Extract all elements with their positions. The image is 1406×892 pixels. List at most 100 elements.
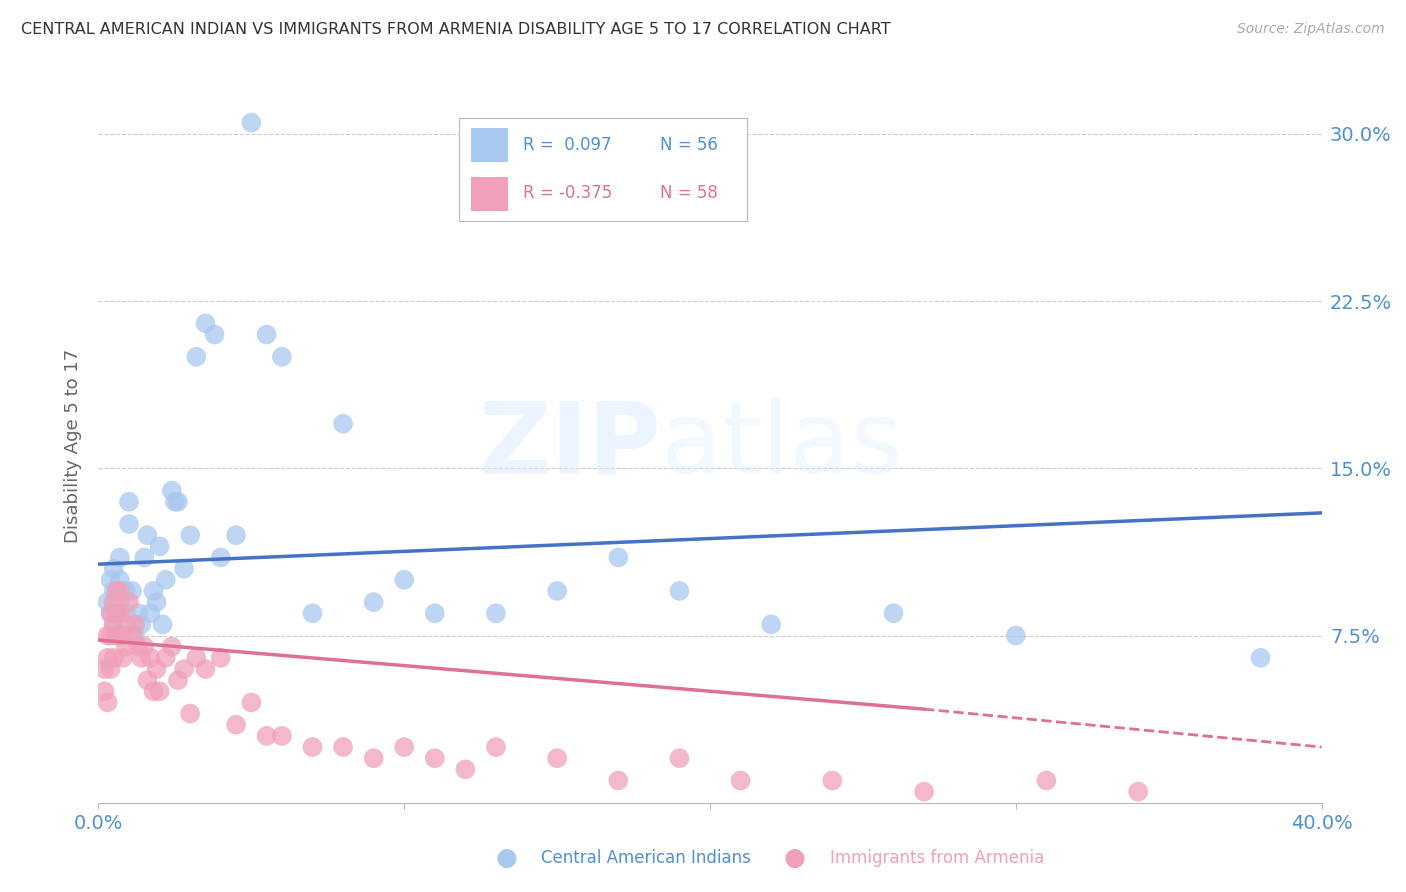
Point	[127, 640, 149, 654]
Point	[155, 573, 177, 587]
Point	[111, 651, 134, 665]
Point	[134, 640, 156, 654]
Point	[103, 617, 125, 632]
Point	[240, 696, 263, 710]
Point	[607, 773, 630, 788]
Point	[142, 684, 165, 698]
Point	[124, 628, 146, 642]
Point	[256, 729, 278, 743]
Point	[186, 651, 208, 665]
Point	[100, 628, 122, 642]
Text: Immigrants from Armenia: Immigrants from Armenia	[830, 849, 1043, 867]
Point	[423, 751, 446, 765]
Point	[118, 595, 141, 609]
Point	[118, 494, 141, 508]
Point	[179, 528, 201, 542]
Point	[105, 607, 128, 621]
Text: atlas: atlas	[661, 398, 903, 494]
Point	[332, 417, 354, 431]
Point	[108, 607, 131, 621]
Point	[145, 595, 167, 609]
Point	[546, 583, 568, 598]
Point	[270, 350, 292, 364]
Point	[759, 617, 782, 632]
Point	[124, 617, 146, 632]
Point	[270, 729, 292, 743]
Point	[93, 684, 115, 698]
Point	[301, 607, 323, 621]
Point	[668, 583, 690, 598]
Point	[121, 628, 143, 642]
Point	[392, 740, 416, 755]
Point	[136, 673, 159, 687]
Point	[194, 317, 217, 331]
Point	[105, 628, 128, 642]
Point	[173, 662, 195, 676]
Point	[139, 607, 162, 621]
Point	[115, 640, 138, 654]
Point	[139, 651, 162, 665]
Point	[129, 617, 152, 632]
Point	[152, 617, 174, 632]
Point	[111, 628, 134, 642]
Text: Central American Indians: Central American Indians	[541, 849, 751, 867]
Point	[142, 583, 165, 598]
Point	[883, 607, 905, 621]
Point	[209, 550, 232, 565]
Point	[163, 494, 186, 508]
Point	[454, 762, 477, 776]
Point	[912, 785, 935, 799]
Point	[105, 583, 128, 598]
Point	[121, 583, 143, 598]
Point	[194, 662, 217, 676]
Point	[97, 628, 120, 642]
Point	[363, 751, 385, 765]
Point	[485, 607, 508, 621]
Point	[160, 640, 183, 654]
Point	[100, 662, 122, 676]
Text: CENTRAL AMERICAN INDIAN VS IMMIGRANTS FROM ARMENIA DISABILITY AGE 5 TO 17 CORREL: CENTRAL AMERICAN INDIAN VS IMMIGRANTS FR…	[21, 22, 891, 37]
Point	[115, 607, 138, 621]
Point	[115, 583, 138, 598]
Point	[100, 607, 122, 621]
Point	[100, 607, 122, 621]
Point	[225, 528, 247, 542]
Point	[118, 517, 141, 532]
Point	[225, 717, 247, 731]
Point	[209, 651, 232, 665]
Point	[105, 607, 128, 621]
Point	[256, 327, 278, 342]
Point	[127, 607, 149, 621]
Y-axis label: Disability Age 5 to 17: Disability Age 5 to 17	[65, 349, 83, 543]
Point	[111, 583, 134, 598]
Point	[392, 573, 416, 587]
Point	[1128, 785, 1150, 799]
Point	[186, 350, 208, 364]
Point	[485, 740, 508, 755]
Point	[108, 595, 131, 609]
Point	[821, 773, 844, 788]
Point	[115, 617, 138, 632]
Point	[160, 483, 183, 498]
Point	[1249, 651, 1271, 665]
Point	[108, 583, 131, 598]
Point	[179, 706, 201, 721]
Point	[100, 573, 122, 587]
Point	[108, 573, 131, 587]
Point	[363, 595, 385, 609]
Point	[149, 539, 172, 553]
Point	[607, 550, 630, 565]
Point	[103, 562, 125, 576]
Text: ●: ●	[495, 847, 517, 870]
Text: ZIP: ZIP	[478, 398, 661, 494]
Point	[155, 651, 177, 665]
Point	[423, 607, 446, 621]
Point	[105, 583, 128, 598]
Point	[129, 651, 152, 665]
Point	[332, 740, 354, 755]
Point	[93, 662, 115, 676]
Text: ●: ●	[783, 847, 806, 870]
Point	[204, 327, 226, 342]
Point	[145, 662, 167, 676]
Point	[97, 595, 120, 609]
